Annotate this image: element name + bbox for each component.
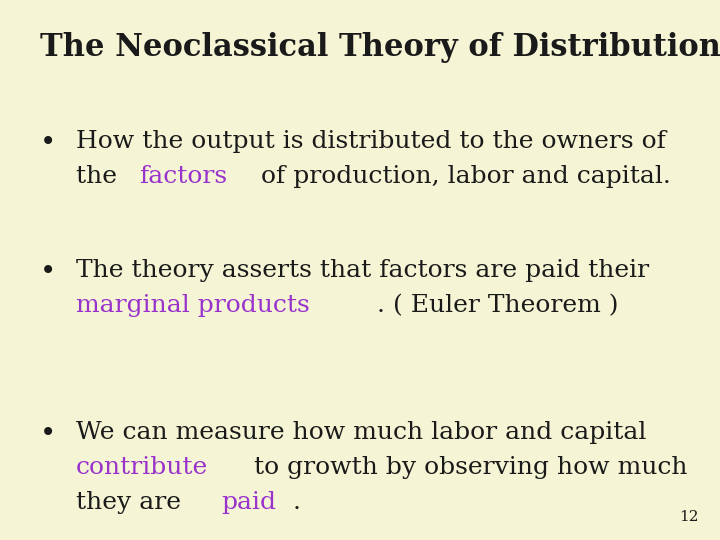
Text: to growth by observing how much: to growth by observing how much: [246, 456, 688, 480]
Text: •: •: [40, 421, 56, 448]
Text: .: .: [292, 491, 300, 515]
Text: . ( Euler Theorem ): . ( Euler Theorem ): [377, 294, 618, 318]
Text: How the output is distributed to the owners of: How the output is distributed to the own…: [76, 130, 665, 153]
Text: the: the: [76, 165, 125, 188]
Text: The Neoclassical Theory of Distribution: The Neoclassical Theory of Distribution: [40, 32, 720, 63]
Text: they are: they are: [76, 491, 189, 515]
Text: The theory asserts that factors are paid their: The theory asserts that factors are paid…: [76, 259, 649, 282]
Text: of production, labor and capital.: of production, labor and capital.: [253, 165, 670, 188]
Text: factors: factors: [139, 165, 227, 188]
Text: We can measure how much labor and capital: We can measure how much labor and capita…: [76, 421, 646, 444]
Text: •: •: [40, 259, 56, 286]
Text: •: •: [40, 130, 56, 157]
Text: marginal products: marginal products: [76, 294, 310, 318]
Text: 12: 12: [679, 510, 698, 524]
Text: paid: paid: [222, 491, 276, 515]
Text: contribute: contribute: [76, 456, 208, 480]
